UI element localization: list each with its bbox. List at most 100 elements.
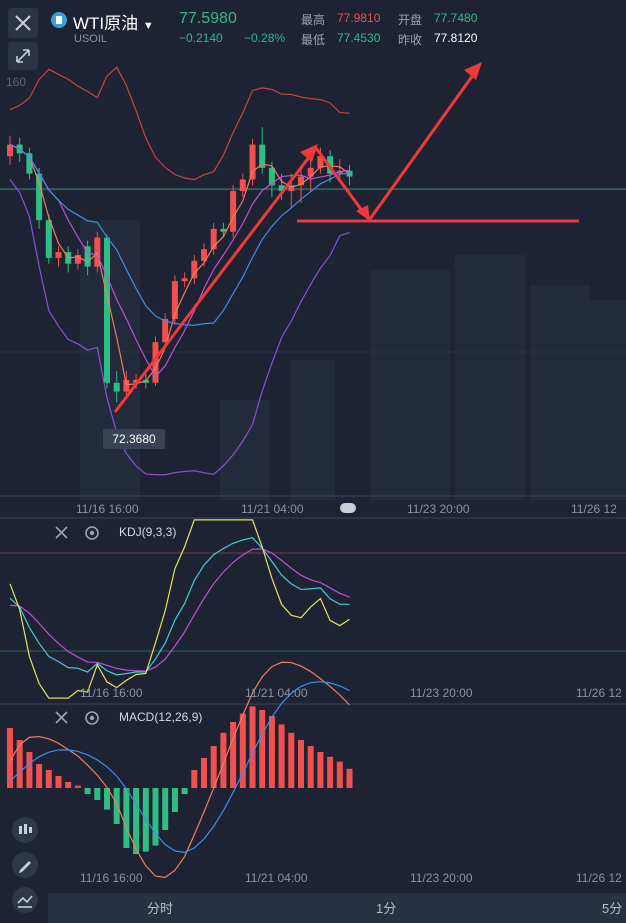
- candle-body: [7, 144, 13, 157]
- candle-body: [55, 252, 62, 258]
- candle-body: [171, 281, 178, 319]
- candle-body: [268, 167, 275, 186]
- trend-arrow-down: [314, 147, 368, 217]
- trend-arrow-up: [113, 147, 318, 413]
- macd-bar: [191, 770, 198, 788]
- ma-line: [9, 144, 350, 378]
- macd-chart-plot: [7, 661, 353, 879]
- ma-line: [9, 144, 350, 386]
- candle-body: [133, 379, 140, 383]
- candle-body: [298, 176, 304, 186]
- macd-bar: [259, 710, 266, 788]
- gear-icon: [85, 526, 99, 540]
- macd-bar: [288, 732, 295, 788]
- macd-bar: [45, 770, 52, 788]
- timeframe-item[interactable]: 5分: [602, 901, 623, 916]
- kdj-settings-button[interactable]: [83, 524, 101, 545]
- high-value: 77.9810: [337, 11, 381, 25]
- main-time-tick: 11/26 12: [571, 502, 617, 516]
- timeframe-bar: [48, 893, 626, 923]
- kdj-k-line: [9, 537, 350, 676]
- candle-body: [181, 278, 188, 282]
- candle-body: [220, 228, 227, 232]
- building: [560, 360, 590, 500]
- macd-bar: [36, 764, 43, 788]
- timeframe-item[interactable]: 1分: [376, 901, 397, 916]
- candle-body: [191, 260, 198, 279]
- low-value: 77.4530: [337, 31, 381, 45]
- macd-bar: [133, 788, 140, 854]
- macd-settings-button[interactable]: [83, 709, 101, 730]
- candle-body: [94, 237, 101, 267]
- caret-down-icon: ▼: [142, 20, 154, 32]
- macd-bar: [249, 706, 256, 788]
- macd-bar: [123, 788, 130, 848]
- main-time-tick: 11/23 20:00: [407, 502, 470, 516]
- kdj-time-tick: 11/21 04:00: [245, 686, 308, 700]
- candle-body: [84, 246, 91, 267]
- background-city-silhouette: [80, 220, 626, 500]
- macd-label: MACD(12,26,9): [119, 710, 203, 724]
- close-icon: [55, 526, 68, 539]
- macd-bar: [230, 722, 237, 788]
- period-low-marker: 72.3680: [103, 429, 165, 449]
- macd-bar: [327, 756, 334, 788]
- candle-body: [288, 185, 295, 192]
- macd-bar: [201, 758, 207, 788]
- macd-bar: [16, 740, 23, 788]
- candle-body: [239, 179, 246, 192]
- prev-close-value: 77.8120: [434, 31, 478, 45]
- arrow-head: [300, 144, 318, 162]
- macd-bar: [307, 746, 314, 788]
- macd-bar: [346, 768, 353, 788]
- candle-body: [45, 220, 52, 258]
- high-label: 最高: [301, 13, 326, 27]
- last-price: 77.5980: [179, 10, 237, 27]
- macd-bar: [104, 788, 110, 810]
- main-time-tick: 11/21 04:00: [241, 502, 304, 516]
- kdj-chart-plot: [9, 519, 350, 699]
- kdj-time-tick: 11/26 12: [576, 686, 622, 700]
- line-tool-button[interactable]: [12, 887, 38, 913]
- building: [290, 360, 335, 500]
- kdj-time-tick: 11/23 20:00: [410, 686, 473, 700]
- candle-body: [259, 144, 266, 168]
- close-icon: [15, 15, 31, 31]
- arrow-head: [464, 62, 482, 80]
- symbol-selector[interactable]: WTI原油 ▼: [73, 9, 154, 34]
- fullscreen-button[interactable]: [8, 42, 38, 70]
- oil-icon: [51, 12, 67, 28]
- macd-bar: [210, 746, 217, 788]
- candle-body: [201, 249, 207, 261]
- macd-bar: [94, 788, 101, 800]
- ma-line: [9, 144, 350, 326]
- kdj-time-tick: 11/16 16:00: [80, 686, 143, 700]
- close-chart-button[interactable]: [8, 8, 38, 38]
- prev-close-label: 昨收: [398, 33, 423, 47]
- timeframe-item[interactable]: 分时: [147, 901, 174, 916]
- candle-body: [104, 237, 110, 383]
- draw-tool-button[interactable]: [12, 852, 38, 878]
- candle-body: [249, 144, 256, 180]
- pencil-icon: [19, 861, 31, 873]
- macd-bar: [181, 788, 188, 794]
- candle-body: [152, 342, 159, 383]
- gear-icon: [85, 711, 99, 725]
- candle-body: [307, 167, 314, 177]
- macd-dea-line: [9, 681, 350, 854]
- kdj-d-line: [9, 548, 350, 672]
- axis-partial-label: 160: [6, 75, 27, 89]
- macd-bar: [55, 776, 62, 788]
- open-label: 开盘: [398, 13, 423, 27]
- close-kdj-button[interactable]: [53, 524, 71, 545]
- close-macd-button[interactable]: [53, 709, 71, 730]
- kdj-label: KDJ(9,3,3): [119, 525, 177, 539]
- trend-line-icon: [17, 895, 33, 908]
- indicator-tool-button[interactable]: [12, 817, 38, 843]
- chart-scroll-handle[interactable]: [340, 503, 356, 513]
- candle-body: [278, 185, 285, 192]
- candle-body: [36, 173, 43, 221]
- trend-arrow-target: [368, 67, 480, 220]
- macd-bar: [113, 788, 120, 824]
